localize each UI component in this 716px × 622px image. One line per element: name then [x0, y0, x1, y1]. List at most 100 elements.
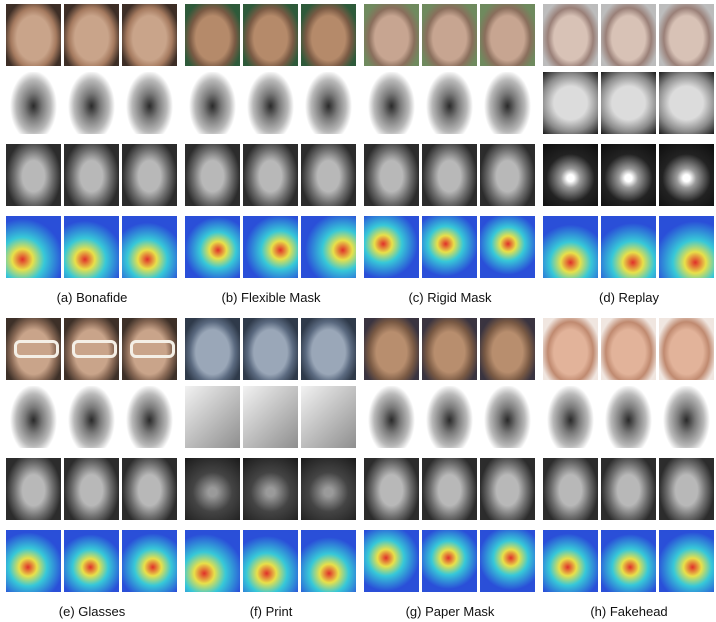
- depth-map-image: [543, 386, 598, 448]
- attention-heatmap-image: [601, 216, 656, 278]
- panel-caption: (f) Print: [249, 604, 293, 619]
- depth-map-image: [301, 386, 356, 448]
- ir-image: [659, 144, 714, 206]
- ir-image: [422, 144, 477, 206]
- attention-heatmap-image: [480, 530, 535, 592]
- rgb-face-image: [659, 4, 714, 66]
- ir-image: [422, 458, 477, 520]
- attention-heatmap-image: [243, 216, 298, 278]
- rgb-face-image: [480, 4, 535, 66]
- rgb-face-image: [422, 4, 477, 66]
- ir-image: [122, 144, 177, 206]
- glasses-icon: [14, 340, 59, 358]
- panel-caption: (a) Bonafide: [56, 290, 128, 305]
- attention-heatmap-image: [659, 530, 714, 592]
- attention-heatmap-image: [364, 216, 419, 278]
- rgb-face-image: [185, 318, 240, 380]
- rgb-face-image: [122, 318, 177, 380]
- ir-image: [185, 144, 240, 206]
- depth-map-image: [122, 386, 177, 448]
- attention-heatmap-image: [543, 216, 598, 278]
- depth-map-image: [64, 386, 119, 448]
- attention-heatmap-image: [659, 216, 714, 278]
- glasses-icon: [72, 340, 117, 358]
- ir-image: [122, 458, 177, 520]
- rgb-face-image: [422, 318, 477, 380]
- ir-image: [480, 458, 535, 520]
- depth-map-image: [185, 72, 240, 134]
- rgb-face-image: [480, 318, 535, 380]
- figure-panel: (b) Flexible Mask: [185, 4, 357, 308]
- ir-image: [601, 144, 656, 206]
- ir-image: [64, 458, 119, 520]
- ir-image: [301, 144, 356, 206]
- figure-panel: (e) Glasses: [6, 318, 178, 622]
- attention-heatmap-image: [185, 216, 240, 278]
- figure-panel: (h) Fakehead: [543, 318, 715, 622]
- depth-map-image: [6, 72, 61, 134]
- rgb-face-image: [364, 318, 419, 380]
- depth-map-image: [6, 386, 61, 448]
- attention-heatmap-image: [243, 530, 298, 592]
- depth-map-image: [659, 386, 714, 448]
- panel-caption: (b) Flexible Mask: [221, 290, 321, 305]
- attention-heatmap-image: [364, 530, 419, 592]
- rgb-face-image: [364, 4, 419, 66]
- depth-map-image: [480, 386, 535, 448]
- attention-heatmap-image: [422, 216, 477, 278]
- rgb-face-image: [6, 4, 61, 66]
- figure-panel: (a) Bonafide: [6, 4, 178, 308]
- attention-heatmap-image: [480, 216, 535, 278]
- attention-heatmap-image: [601, 530, 656, 592]
- ir-image: [659, 458, 714, 520]
- attention-heatmap-image: [6, 216, 61, 278]
- rgb-face-image: [301, 318, 356, 380]
- attention-heatmap-image: [64, 216, 119, 278]
- panel-caption: (c) Rigid Mask: [408, 290, 492, 305]
- depth-map-image: [185, 386, 240, 448]
- depth-map-image: [122, 72, 177, 134]
- depth-map-image: [659, 72, 714, 134]
- attention-heatmap-image: [122, 530, 177, 592]
- depth-map-image: [422, 72, 477, 134]
- ir-image: [364, 144, 419, 206]
- ir-image: [64, 144, 119, 206]
- depth-map-image: [64, 72, 119, 134]
- depth-map-image: [364, 72, 419, 134]
- ir-image: [185, 458, 240, 520]
- panel-caption: (h) Fakehead: [590, 604, 668, 619]
- depth-map-image: [422, 386, 477, 448]
- rgb-face-image: [64, 318, 119, 380]
- depth-map-image: [601, 72, 656, 134]
- attention-heatmap-image: [301, 530, 356, 592]
- ir-image: [243, 458, 298, 520]
- ir-image: [601, 458, 656, 520]
- figure-panel: (f) Print: [185, 318, 357, 622]
- figure-panel: (c) Rigid Mask: [364, 4, 536, 308]
- ir-image: [364, 458, 419, 520]
- depth-map-image: [543, 72, 598, 134]
- rgb-face-image: [601, 4, 656, 66]
- attention-heatmap-image: [543, 530, 598, 592]
- rgb-face-image: [243, 4, 298, 66]
- depth-map-image: [364, 386, 419, 448]
- ir-image: [6, 144, 61, 206]
- ir-image: [6, 458, 61, 520]
- rgb-face-image: [601, 318, 656, 380]
- figure-panel: (g) Paper Mask: [364, 318, 536, 622]
- rgb-face-image: [122, 4, 177, 66]
- attention-heatmap-image: [122, 216, 177, 278]
- rgb-face-image: [659, 318, 714, 380]
- attention-heatmap-image: [185, 530, 240, 592]
- ir-image: [543, 458, 598, 520]
- figure-panel: (d) Replay: [543, 4, 715, 308]
- panel-caption: (d) Replay: [599, 290, 659, 305]
- rgb-face-image: [185, 4, 240, 66]
- depth-map-image: [601, 386, 656, 448]
- attention-heatmap-image: [64, 530, 119, 592]
- rgb-face-image: [301, 4, 356, 66]
- rgb-face-image: [543, 4, 598, 66]
- attention-heatmap-image: [422, 530, 477, 592]
- ir-image: [243, 144, 298, 206]
- attention-heatmap-image: [301, 216, 356, 278]
